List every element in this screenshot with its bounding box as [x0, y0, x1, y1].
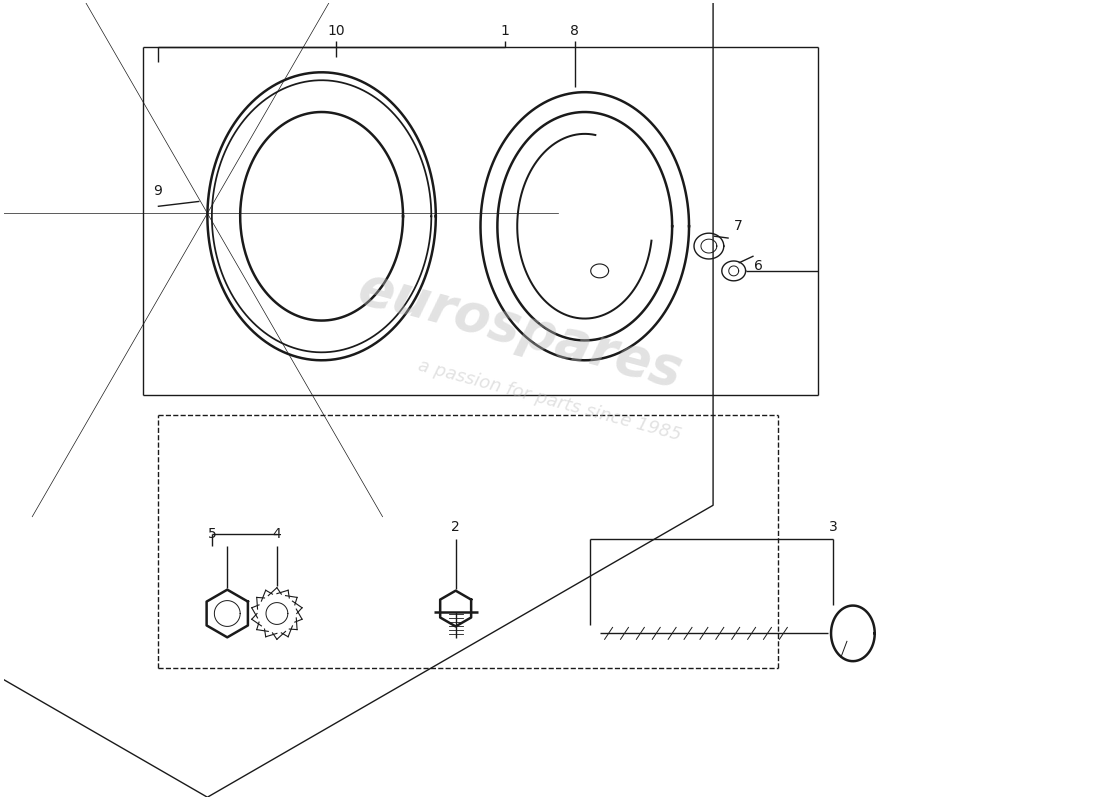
- Text: 4: 4: [273, 527, 282, 541]
- Text: 1: 1: [500, 23, 509, 38]
- Text: 7: 7: [735, 219, 744, 234]
- Text: a passion for parts since 1985: a passion for parts since 1985: [417, 356, 683, 444]
- Text: 5: 5: [208, 527, 217, 541]
- Text: 9: 9: [153, 185, 162, 198]
- Text: 10: 10: [328, 23, 345, 38]
- Text: eurospares: eurospares: [352, 262, 688, 398]
- Text: 6: 6: [755, 259, 763, 273]
- Text: 3: 3: [828, 520, 837, 534]
- Text: 2: 2: [451, 520, 460, 534]
- Text: 8: 8: [571, 23, 580, 38]
